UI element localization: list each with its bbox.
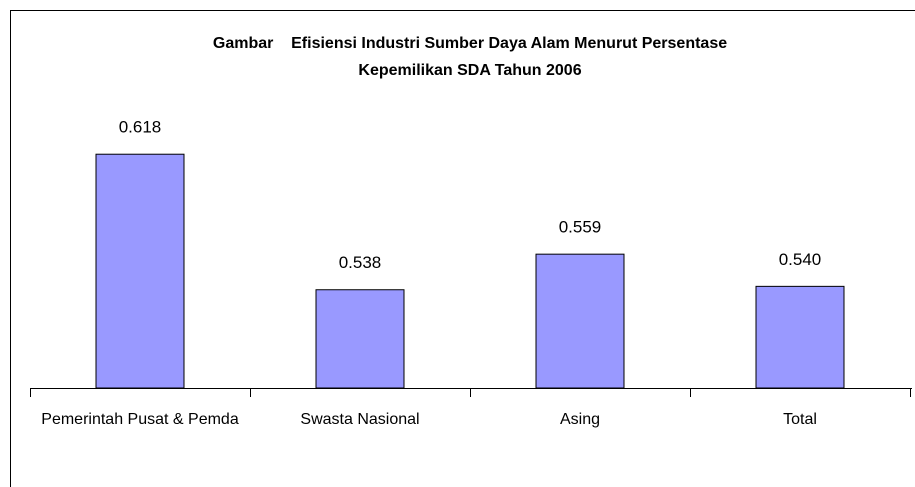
x-tick-label: Total	[783, 411, 817, 428]
data-label: 0.618	[119, 118, 162, 137]
data-label: 0.559	[559, 218, 602, 237]
bar	[315, 289, 405, 389]
bar	[755, 285, 845, 389]
data-label: 0.538	[339, 253, 382, 272]
x-tick-label: Swasta Nasional	[300, 411, 420, 428]
data-label: 0.540	[779, 250, 822, 269]
chart-title: Gambar Efisiensi Industri Sumber Daya Al…	[213, 35, 727, 52]
x-tick-label: Asing	[559, 411, 601, 428]
x-tick-label: Pemerintah Pusat & Pemda	[41, 411, 239, 428]
bar	[535, 253, 625, 389]
chart-title: Kepemilikan SDA Tahun 2006	[358, 62, 581, 79]
bar	[95, 153, 185, 389]
